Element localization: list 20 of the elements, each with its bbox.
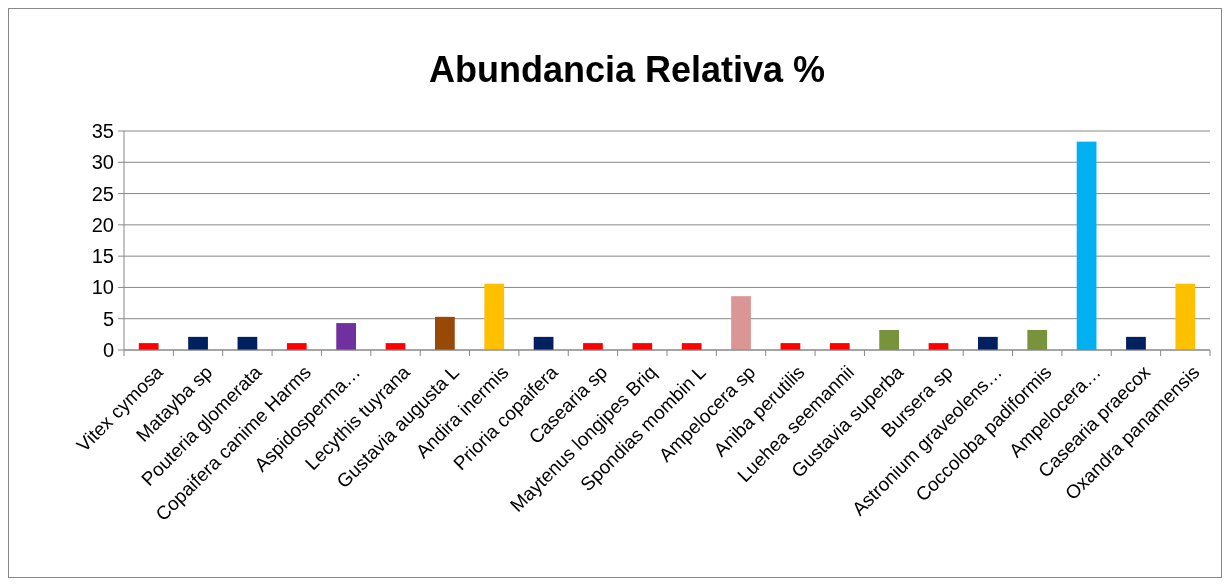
chart-title: Abundancia Relativa % [428,49,826,90]
y-tick-label: 35 [91,120,114,142]
bar [879,329,900,350]
bar [336,323,357,350]
bar [1175,283,1196,350]
bar [1076,141,1097,350]
bar [731,296,751,350]
y-tick-label: 15 [91,245,114,268]
bar [188,336,208,350]
bar [484,283,505,350]
bar [1126,336,1146,350]
bar [1027,329,1048,350]
y-tick-label: 5 [102,307,114,330]
bar [434,316,455,350]
y-tick-label: 30 [91,151,114,174]
y-tick-label: 20 [91,213,114,236]
y-tick-label: 0 [102,339,114,361]
bar [977,336,998,350]
y-tick-label: 25 [91,182,114,205]
y-tick-label: 10 [91,276,114,299]
